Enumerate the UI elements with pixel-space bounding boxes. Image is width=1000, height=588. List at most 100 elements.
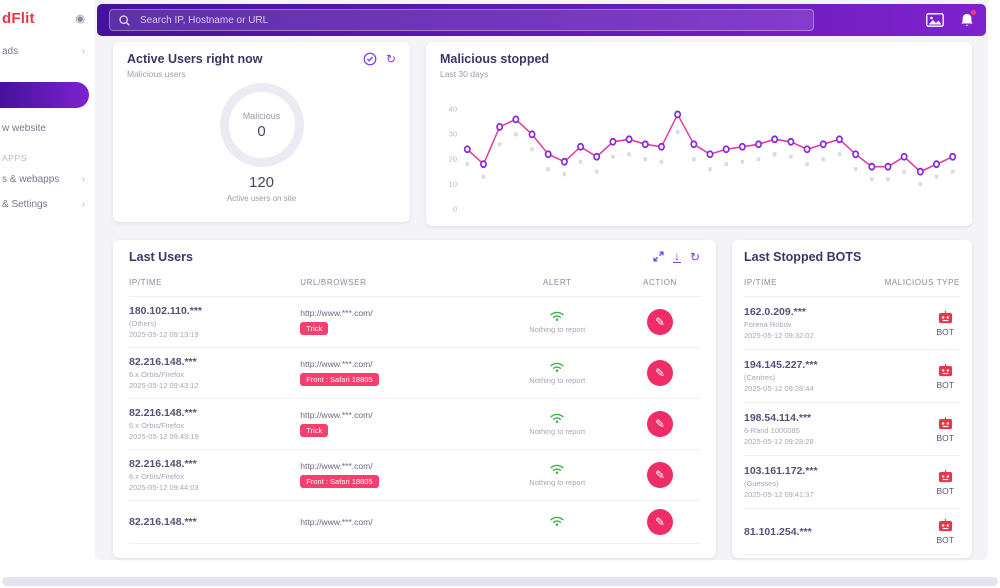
user-url[interactable]: http://www.***.com/ [300,359,373,369]
sidebar-item-active[interactable] [0,82,89,108]
bot-type-label: BOT [936,379,954,390]
alert-text: Nothing to report [529,325,586,334]
user-time: 2025-05-12 09:43:19 [129,432,199,441]
sidebar-item-label: & Settings [2,199,48,210]
alert-text: Nothing to report [529,376,586,385]
wifi-icon [550,464,565,474]
sidebar-collapse-icon[interactable]: ◉ [75,13,85,25]
logo: dFlit [2,10,35,27]
card-title: Last Users [129,250,193,264]
wifi-icon [550,362,565,372]
bots-header: IP/TIME MALICIOUS TYPE [744,264,960,297]
sidebar-item-new-website[interactable]: w website [0,116,95,141]
sidebar-item-label: s & webapps [2,174,60,185]
pencil-icon: ✎ [654,417,666,431]
list-item: 81.101.254.*** BOT [744,509,960,555]
sidebar-item-label: ads [2,46,19,57]
horizontal-scrollbar[interactable] [2,577,998,586]
bot-type-label: BOT [936,432,954,443]
search-input[interactable] [138,13,805,27]
topbar [97,4,986,36]
card-title: Active Users right now [127,52,263,66]
chevron-right-icon: › [81,199,85,210]
user-url[interactable]: http://www.***.com/ [300,410,373,420]
active-users-total: 120 [248,174,275,191]
notification-dot [971,10,976,15]
browser-badge: Front : Safari 18805 [300,475,379,488]
alert-cell: Nothing to report [494,463,620,487]
bot-time: 2025-05-12 09:32:02 [744,331,814,340]
bot-ip: 103.161.172.*** [744,465,818,477]
edit-action-button[interactable]: ✎ [647,462,673,488]
column-header: IP/TIME [744,278,778,287]
malicious-donut: Malicious 0 [219,83,304,167]
alert-cell: Nothing to report [494,361,620,385]
user-ip: 82.216.148.*** [129,407,197,419]
bot-ip: 194.145.227.*** [744,359,818,371]
chevron-right-icon: › [81,174,85,185]
robot-icon [938,518,952,532]
sidebar-item-sites-webapps[interactable]: s & webapps › [0,167,95,192]
user-ip: 82.216.148.*** [129,458,197,470]
line-chart: 0 10 20 30 40 [440,89,958,215]
bot-time: 2025-05-12 09:28:28 [744,437,814,446]
alert-cell [494,515,620,530]
pencil-icon: ✎ [654,515,666,529]
bot-type-label: BOT [936,535,954,545]
sidebar-item-label: w website [2,123,46,134]
search-icon [118,14,131,27]
donut-label: Malicious [242,110,281,121]
stopped-bots-card: Last Stopped BOTS IP/TIME MALICIOUS TYPE… [732,240,972,558]
list-item: 103.161.172.*** (Guesses) 2025-05-12 09:… [744,456,960,509]
user-agent: 6.x Orbis/Firefox [129,472,185,481]
edit-action-button[interactable]: ✎ [647,411,673,437]
wifi-icon [550,516,565,526]
sidebar-section-apps: APPS [2,153,28,163]
refresh-icon[interactable]: ↻ [385,52,396,66]
edit-action-button[interactable]: ✎ [647,360,673,386]
user-time: 2025-05-12 09:44:03 [129,483,199,492]
line-chart-svg [463,110,957,187]
content: Active Users right now Malicious users ↻ [95,36,988,558]
list-item: 198.54.114.*** 6-Rand 1000085 2025-05-12… [744,403,960,456]
last-users-card: Last Users ↓ ↻ IP/TIME URL/BROWSER ALERT [113,240,716,558]
user-ip: 82.216.148.*** [129,516,197,528]
column-header: IP/TIME [129,278,163,287]
download-icon[interactable]: ↓ [672,249,681,263]
bot-time: 2025-05-12 09:41:37 [744,490,814,499]
active-users-card: Active Users right now Malicious users ↻ [113,42,410,222]
alert-cell: Nothing to report [494,412,620,436]
wifi-icon [550,413,565,423]
chart-y-axis: 0 10 20 30 40 [448,104,457,214]
bell-icon[interactable] [960,10,976,28]
sidebar-item-dashboards[interactable]: ads › [0,39,95,64]
chevron-right-icon: › [81,46,85,57]
malicious-stopped-card: Malicious stopped Last 30 days 0 10 20 30 40 [426,42,972,226]
table-row: 82.216.148.*** 6.x Orbis/Firefox 2025-05… [129,399,700,450]
bot-ip: 162.0.209.*** [744,306,806,318]
expand-icon[interactable] [653,251,664,262]
sidebar-item-settings[interactable]: & Settings › [0,192,95,217]
robot-icon [938,469,952,482]
browser-badge: Trick [300,424,329,437]
user-url[interactable]: http://www.***.com/ [300,308,373,318]
active-users-caption: Active users on site [226,194,297,203]
main: Active Users right now Malicious users ↻ [95,0,988,560]
refresh-icon[interactable]: ↻ [689,249,700,264]
search-box [109,9,814,31]
bot-type-label: BOT [936,485,954,496]
wifi-icon [550,311,565,321]
pencil-icon: ✎ [654,366,666,380]
edit-action-button[interactable]: ✎ [647,509,673,535]
alert-cell: Nothing to report [494,310,620,334]
user-agent: 6.x Orbis/Firefox [129,370,185,379]
user-url[interactable]: http://www.***.com/ [300,461,373,471]
user-url[interactable]: http://www.***.com/ [300,517,373,527]
bot-ip: 198.54.114.*** [744,412,812,424]
edit-action-button[interactable]: ✎ [647,309,673,335]
table-row: 82.216.148.*** 6.x Orbis/Firefox 2025-05… [129,450,700,501]
column-header: ALERT [542,278,572,287]
user-ip: 82.216.148.*** [129,356,197,368]
image-icon[interactable] [926,13,944,27]
